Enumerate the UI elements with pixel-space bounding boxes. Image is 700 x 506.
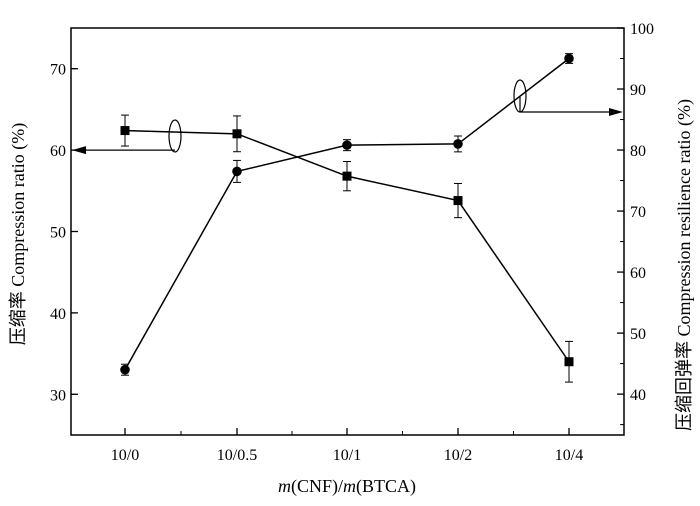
left-tick-label: 60	[50, 143, 66, 160]
data-point-circle	[232, 166, 242, 177]
x-tick-label: 10/0	[111, 447, 139, 464]
data-point-circle	[120, 364, 130, 375]
data-point-square	[342, 171, 352, 181]
left-indicator-ellipse	[168, 119, 182, 153]
left-tick-label: 40	[50, 306, 66, 323]
right-indicator-arrow-line	[519, 97, 609, 113]
x-tick-label: 10/0.5	[217, 447, 257, 464]
data-point-square	[120, 126, 130, 136]
x-axis-title: m(CNF)/m(BTCA)	[278, 476, 416, 497]
left-axis: 30 40 50 60 70	[50, 62, 78, 404]
plot-frame	[70, 27, 625, 436]
left-tick-label: 30	[50, 387, 66, 404]
data-point-circle	[564, 53, 574, 64]
right-tick-label: 40	[630, 387, 646, 404]
axis-indicator-annotations	[72, 79, 623, 155]
right-axis-title: 压缩回弹率 Compression resilience ratio (%)	[674, 99, 695, 431]
x-axis: 10/0 10/0.5 10/1 10/2 10/4	[111, 428, 583, 464]
right-indicator-arrowhead	[609, 108, 623, 116]
series-circle-right	[120, 53, 574, 376]
left-axis-title: 压缩率 Compression ratio (%)	[8, 123, 29, 345]
right-axis: 40 50 60 70 80 90 100	[617, 21, 654, 426]
data-point-circle	[453, 139, 463, 149]
right-tick-label: 50	[630, 326, 646, 343]
left-indicator-arrowhead	[72, 146, 86, 155]
right-tick-label: 70	[630, 204, 646, 221]
data-point-circle	[342, 140, 352, 150]
left-tick-label: 70	[50, 62, 66, 79]
left-tick-label: 50	[50, 225, 66, 242]
right-tick-label: 60	[630, 265, 646, 282]
data-point-square	[453, 196, 463, 206]
series-line	[124, 57, 570, 371]
right-tick-label: 80	[630, 143, 646, 160]
data-point-square	[232, 129, 242, 139]
x-tick-label: 10/2	[444, 447, 472, 464]
right-tick-label: 100	[630, 21, 654, 38]
series-square-left	[120, 114, 574, 383]
data-point-square	[564, 357, 574, 367]
x-tick-label: 10/4	[555, 447, 583, 464]
x-tick-label: 10/1	[333, 447, 361, 464]
series-layer	[120, 53, 574, 383]
right-tick-label: 90	[630, 82, 646, 99]
plot-border	[70, 27, 625, 436]
